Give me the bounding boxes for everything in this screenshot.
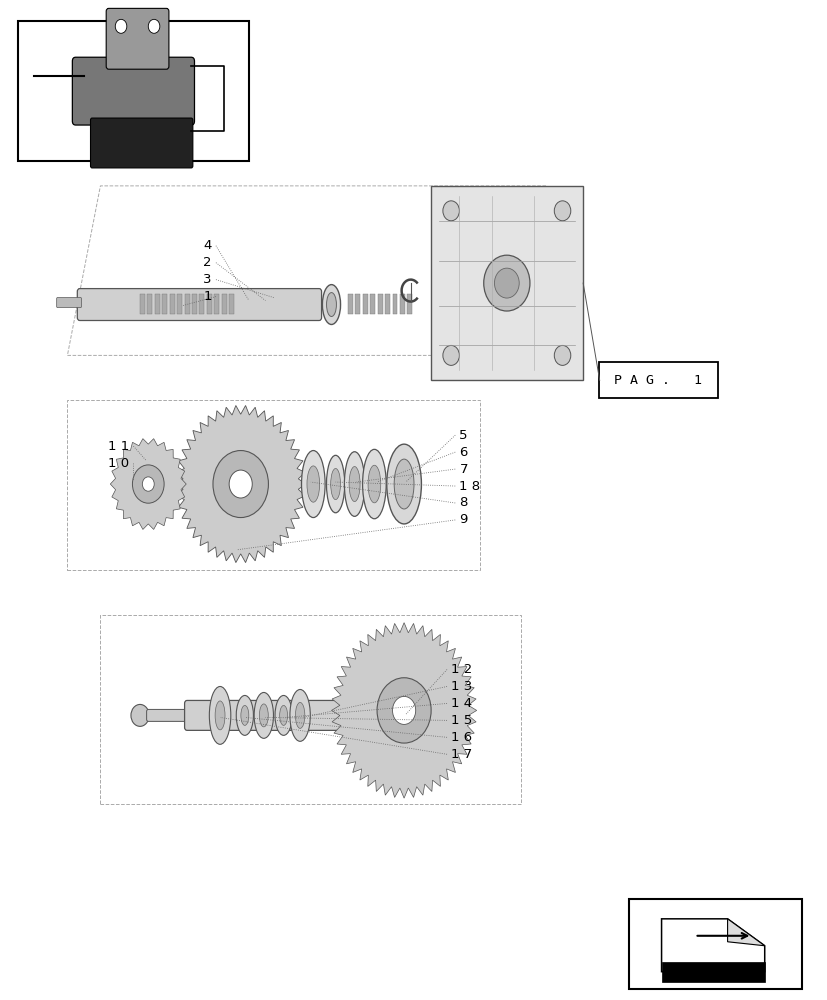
Ellipse shape xyxy=(362,449,385,519)
Text: 2: 2 xyxy=(203,256,212,269)
Text: 9: 9 xyxy=(459,513,467,526)
Text: 5: 5 xyxy=(459,429,467,442)
Bar xyxy=(155,294,160,314)
Ellipse shape xyxy=(386,444,421,524)
Text: 1 8: 1 8 xyxy=(459,480,480,493)
Circle shape xyxy=(131,704,149,726)
Bar xyxy=(407,294,412,314)
FancyBboxPatch shape xyxy=(184,700,370,730)
Bar xyxy=(362,294,367,314)
Text: 1 7: 1 7 xyxy=(451,748,472,761)
Circle shape xyxy=(229,470,252,498)
Bar xyxy=(140,294,145,314)
Text: 1 4: 1 4 xyxy=(451,697,471,710)
Ellipse shape xyxy=(254,692,273,738)
Circle shape xyxy=(115,19,127,33)
Circle shape xyxy=(553,201,570,221)
FancyBboxPatch shape xyxy=(146,709,189,721)
Circle shape xyxy=(213,451,268,518)
Bar xyxy=(184,294,189,314)
Polygon shape xyxy=(57,301,79,305)
Circle shape xyxy=(553,345,570,365)
Bar xyxy=(192,294,197,314)
Polygon shape xyxy=(331,623,476,798)
Text: P A G .   1: P A G . 1 xyxy=(614,374,701,387)
Circle shape xyxy=(132,465,164,503)
Circle shape xyxy=(376,678,431,743)
Ellipse shape xyxy=(280,705,287,725)
Circle shape xyxy=(494,268,519,298)
Ellipse shape xyxy=(275,695,292,735)
Ellipse shape xyxy=(394,459,414,509)
Ellipse shape xyxy=(349,467,360,502)
Bar xyxy=(370,294,375,314)
Ellipse shape xyxy=(215,701,225,730)
Text: 8: 8 xyxy=(459,496,467,509)
Ellipse shape xyxy=(330,468,340,500)
Polygon shape xyxy=(727,919,764,946)
Bar xyxy=(347,294,352,314)
Circle shape xyxy=(392,696,415,724)
Ellipse shape xyxy=(326,293,336,317)
Bar xyxy=(147,294,152,314)
Ellipse shape xyxy=(241,705,248,725)
Text: 1 2: 1 2 xyxy=(451,663,472,676)
Bar xyxy=(207,294,212,314)
Text: 1 5: 1 5 xyxy=(451,714,472,727)
Text: 1 1: 1 1 xyxy=(108,440,129,453)
Text: 1 6: 1 6 xyxy=(451,731,471,744)
Bar xyxy=(170,294,174,314)
Bar xyxy=(430,186,582,380)
Bar xyxy=(18,21,249,161)
Circle shape xyxy=(148,19,160,33)
Bar xyxy=(392,294,397,314)
Circle shape xyxy=(142,477,154,491)
FancyBboxPatch shape xyxy=(72,57,194,125)
FancyBboxPatch shape xyxy=(77,289,321,320)
Ellipse shape xyxy=(307,466,319,502)
FancyBboxPatch shape xyxy=(56,298,81,308)
Bar xyxy=(177,294,182,314)
Polygon shape xyxy=(661,962,764,982)
Text: 7: 7 xyxy=(459,463,467,476)
Text: 1: 1 xyxy=(203,290,212,303)
Ellipse shape xyxy=(326,455,344,513)
Text: 6: 6 xyxy=(459,446,467,459)
Circle shape xyxy=(483,255,529,311)
Bar xyxy=(222,294,227,314)
Ellipse shape xyxy=(367,465,380,503)
Text: 1 0: 1 0 xyxy=(108,457,129,470)
FancyBboxPatch shape xyxy=(90,118,193,168)
Circle shape xyxy=(442,345,459,365)
Polygon shape xyxy=(175,405,305,563)
Bar xyxy=(355,294,360,314)
Bar xyxy=(214,294,219,314)
Bar xyxy=(385,294,390,314)
Text: 1 3: 1 3 xyxy=(451,680,472,693)
Polygon shape xyxy=(661,919,764,972)
Text: 3: 3 xyxy=(203,273,212,286)
Ellipse shape xyxy=(259,704,268,727)
FancyBboxPatch shape xyxy=(598,362,717,398)
Ellipse shape xyxy=(295,702,304,728)
Ellipse shape xyxy=(322,285,340,324)
Bar xyxy=(399,294,404,314)
Ellipse shape xyxy=(289,689,310,741)
Ellipse shape xyxy=(301,451,325,518)
Text: 4: 4 xyxy=(203,239,212,252)
Bar xyxy=(162,294,167,314)
Ellipse shape xyxy=(236,695,253,735)
Bar xyxy=(199,294,204,314)
FancyBboxPatch shape xyxy=(106,8,169,69)
Ellipse shape xyxy=(344,452,365,516)
Bar xyxy=(628,899,801,989)
Ellipse shape xyxy=(209,686,231,744)
Bar xyxy=(229,294,234,314)
Bar xyxy=(377,294,382,314)
Circle shape xyxy=(442,201,459,221)
Polygon shape xyxy=(110,439,186,529)
